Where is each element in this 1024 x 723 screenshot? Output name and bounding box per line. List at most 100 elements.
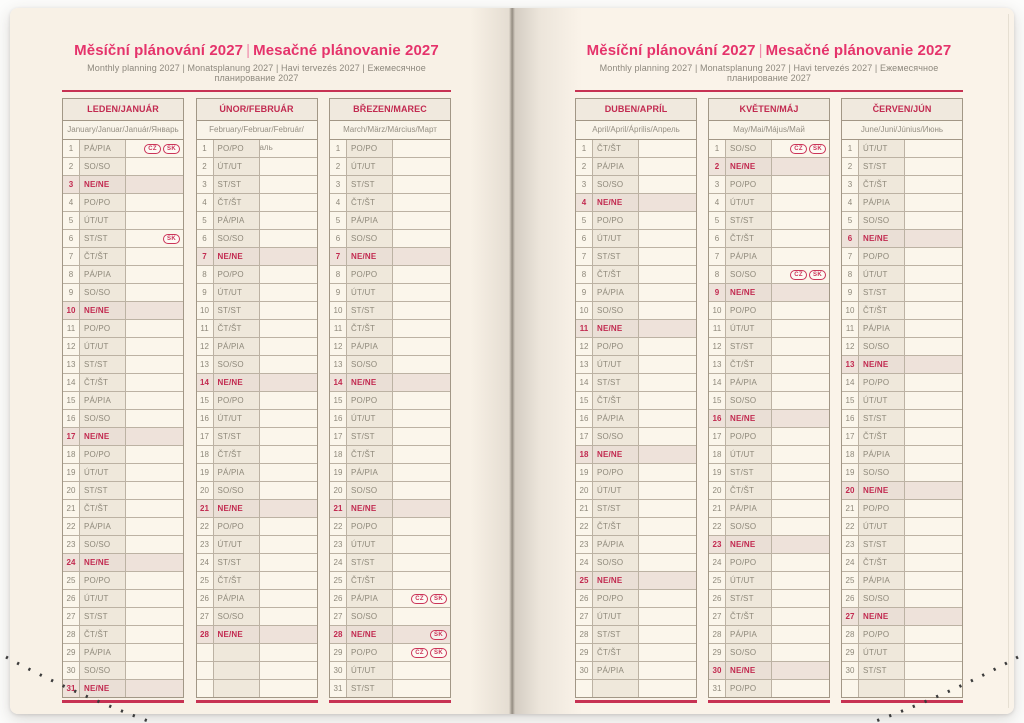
day-name: ÚT/UT xyxy=(859,644,905,661)
notes-cell xyxy=(639,482,696,499)
day-name: SO/SO xyxy=(347,230,393,247)
month-title: KVĚTEN/MÁJ xyxy=(709,99,829,121)
month-subtitle: March/März/Március/Март xyxy=(330,121,450,140)
day-number: 17 xyxy=(576,428,593,445)
notes-cell xyxy=(260,284,317,301)
notes-cell xyxy=(905,446,962,463)
notes-cell xyxy=(639,644,696,661)
day-row: 30 PÁ/PIA xyxy=(576,662,696,680)
month-bottom-rule xyxy=(575,700,697,703)
notes-cell xyxy=(393,320,450,337)
day-name: ČT/ŠT xyxy=(80,500,126,517)
day-row: 14 PO/PO xyxy=(842,374,962,392)
day-name: ST/ST xyxy=(859,410,905,427)
notes-cell xyxy=(772,410,829,427)
day-number: 18 xyxy=(709,446,726,463)
day-row: 26 PÁ/PIA CZ SK xyxy=(330,590,450,608)
day-row: 7 PÁ/PIA xyxy=(709,248,829,266)
day-name: PO/PO xyxy=(347,266,393,283)
day-name: PO/PO xyxy=(726,680,772,697)
day-number: 26 xyxy=(576,590,593,607)
day-number: 2 xyxy=(576,158,593,175)
day-row: 29 PO/PO CZ SK xyxy=(330,644,450,662)
day-number: 28 xyxy=(196,626,214,643)
notes-cell-empty xyxy=(639,680,696,697)
notes-cell xyxy=(905,212,962,229)
day-number: 16 xyxy=(330,410,347,427)
notes-cell xyxy=(639,536,696,553)
day-row: 12 PÁ/PIA xyxy=(330,338,450,356)
notes-cell xyxy=(393,464,450,481)
day-name: PÁ/PIA xyxy=(213,212,260,229)
empty-row xyxy=(196,662,317,680)
notes-cell xyxy=(260,194,317,211)
day-row: 30 NE/NE xyxy=(709,662,829,680)
day-name: ST/ST xyxy=(859,284,905,301)
day-name: SO/SO xyxy=(593,554,639,571)
day-name: PÁ/PIA xyxy=(726,626,772,643)
month-grid: LEDEN/JANUÁR January/Januar/Január/Январь… xyxy=(62,98,184,698)
day-name: SO/SO xyxy=(80,158,126,175)
holiday-badge-sk: SK xyxy=(163,233,180,244)
day-number: 11 xyxy=(709,320,726,337)
day-name-empty xyxy=(213,644,260,661)
page-title-slovak: Mesačné plánovanie 2027 xyxy=(765,42,952,59)
notes-cell xyxy=(905,482,962,499)
day-name: PÁ/PIA xyxy=(80,518,126,535)
day-row: 25 ÚT/UT xyxy=(709,572,829,590)
day-number: 15 xyxy=(197,392,214,409)
day-row: 29 SO/SO xyxy=(709,644,829,662)
notes-cell xyxy=(260,554,317,571)
notes-cell xyxy=(905,464,962,481)
day-name: ÚT/UT xyxy=(859,392,905,409)
day-row: 13 SO/SO xyxy=(196,356,317,374)
day-number: 28 xyxy=(709,626,726,643)
day-number: 26 xyxy=(842,590,859,607)
day-name: NE/NE xyxy=(859,608,905,625)
notes-cell xyxy=(126,428,183,445)
notes-cell xyxy=(639,338,696,355)
notes-cell xyxy=(126,572,183,589)
day-number: 26 xyxy=(63,590,80,607)
day-row: 1 PO/PO xyxy=(196,140,317,158)
notes-cell xyxy=(393,284,450,301)
holiday-badge-sk: SK xyxy=(430,593,447,604)
day-number: 6 xyxy=(330,230,347,247)
day-row: 17 ČT/ŠT xyxy=(842,428,962,446)
day-number: 22 xyxy=(709,518,726,535)
day-name: PO/PO xyxy=(593,590,639,607)
notes-cell xyxy=(639,590,696,607)
notes-cell xyxy=(639,554,696,571)
day-number: 19 xyxy=(576,464,593,481)
notes-cell xyxy=(393,518,450,535)
notes-cell xyxy=(639,446,696,463)
day-row: 2 ST/ST xyxy=(842,158,962,176)
day-name: NE/NE xyxy=(80,428,126,445)
day-name: SO/SO xyxy=(347,482,393,499)
day-row: 31 NE/NE xyxy=(63,680,183,697)
notes-cell xyxy=(260,464,317,481)
notes-cell xyxy=(772,518,829,535)
day-name: ST/ST xyxy=(726,338,772,355)
day-name: SO/SO xyxy=(593,176,639,193)
notes-cell xyxy=(126,248,183,265)
notes-cell xyxy=(905,284,962,301)
notes-cell xyxy=(260,410,317,427)
notes-cell xyxy=(393,338,450,355)
day-name: PO/PO xyxy=(593,464,639,481)
day-name: NE/NE xyxy=(213,626,260,643)
day-row: 20 SO/SO xyxy=(196,482,317,500)
notes-cell xyxy=(393,356,450,373)
day-number: 25 xyxy=(63,572,80,589)
day-number: 2 xyxy=(63,158,80,175)
notes-cell xyxy=(393,554,450,571)
day-name: SO/SO xyxy=(213,356,260,373)
day-row: 15 ČT/ŠT xyxy=(576,392,696,410)
notes-cell xyxy=(772,374,829,391)
day-row: 10 SO/SO xyxy=(576,302,696,320)
day-name-empty xyxy=(213,662,260,679)
day-row: 28 ST/ST xyxy=(576,626,696,644)
day-row: 21 ČT/ŠT xyxy=(63,500,183,518)
notes-cell xyxy=(639,212,696,229)
day-name: PÁ/PIA xyxy=(80,266,126,283)
